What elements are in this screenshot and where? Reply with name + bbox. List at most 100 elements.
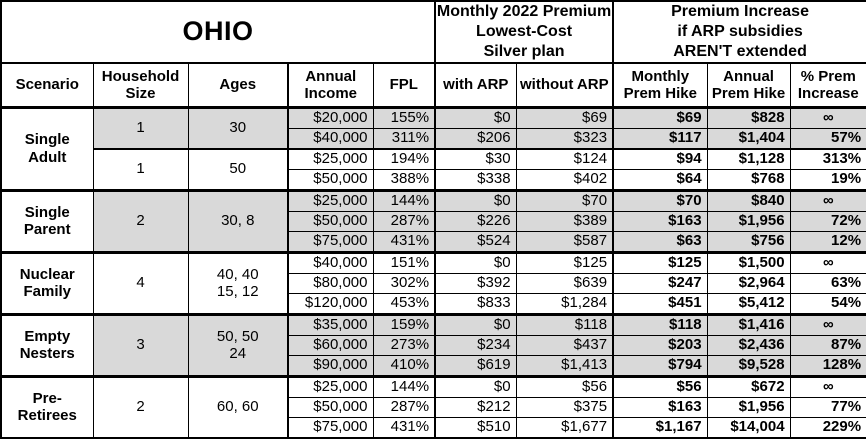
table-row: $75,000 431% $510 $1,677 $1,167 $14,004 229% — [1, 416, 866, 438]
pct-prem-increase-cell: 313% — [789, 147, 866, 170]
without-arp-cell: $70 — [515, 188, 614, 212]
table-row: $90,000 410% $619 $1,413 $794 $9,528 128% — [1, 354, 866, 377]
col-header-pct-prem-increase: % Prem Increase — [789, 62, 866, 108]
region-title: OHIO — [0, 0, 436, 64]
annual-income-cell: $20,000 — [287, 105, 374, 129]
annual-prem-hike-cell: $1,956 — [706, 210, 791, 232]
fpl-cell: 431% — [372, 416, 436, 438]
fpl-cell: 273% — [372, 334, 436, 356]
col-header-scenario: Scenario — [0, 62, 94, 108]
without-arp-cell: $69 — [515, 105, 614, 129]
ages-cell: 30 — [187, 105, 289, 149]
pct-prem-increase-cell: 72% — [789, 210, 866, 232]
pct-prem-increase-cell: ∞ — [789, 105, 866, 129]
without-arp-cell: $639 — [515, 272, 614, 294]
ages-cell: 40, 40 15, 12 — [187, 250, 289, 315]
pct-prem-increase-cell: 12% — [789, 230, 866, 253]
with-arp-cell: $226 — [434, 210, 517, 232]
monthly-prem-hike-cell: $1,167 — [612, 416, 708, 438]
annual-prem-hike-cell: $828 — [706, 105, 791, 129]
without-arp-cell: $375 — [515, 396, 614, 418]
fpl-cell: 155% — [372, 105, 436, 129]
table-row: $60,000 273% $234 $437 $203 $2,436 87% — [1, 334, 866, 356]
without-arp-cell: $1,677 — [515, 416, 614, 438]
fpl-cell: 287% — [372, 210, 436, 232]
with-arp-cell: $524 — [434, 230, 517, 253]
annual-income-cell: $25,000 — [287, 374, 374, 398]
col-header-without-arp: without ARP — [515, 62, 614, 108]
scenario-cell: Pre- Retirees — [0, 374, 94, 438]
annual-income-cell: $75,000 — [287, 230, 374, 253]
fpl-cell: 144% — [372, 188, 436, 212]
with-arp-cell: $0 — [434, 312, 517, 336]
without-arp-cell: $118 — [515, 312, 614, 336]
scenario-cell: Nuclear Family — [0, 250, 94, 315]
fpl-cell: 388% — [372, 168, 436, 191]
scenario-cell: Single Parent — [0, 188, 94, 253]
annual-prem-hike-cell: $1,404 — [706, 127, 791, 149]
annual-prem-hike-cell: $2,436 — [706, 334, 791, 356]
scenario-cell: Empty Nesters — [0, 312, 94, 377]
col-header-ages: Ages — [187, 62, 289, 108]
annual-prem-hike-cell: $672 — [706, 374, 791, 398]
table-row: $50,000 388% $338 $402 $64 $768 19% — [1, 168, 866, 191]
annual-prem-hike-cell: $1,128 — [706, 147, 791, 170]
annual-prem-hike-cell: $840 — [706, 188, 791, 212]
monthly-prem-hike-cell: $203 — [612, 334, 708, 356]
pct-prem-increase-cell: 128% — [789, 354, 866, 377]
annual-prem-hike-cell: $1,416 — [706, 312, 791, 336]
ages-cell: 50, 50 24 — [187, 312, 289, 377]
table-row: Single Parent 2 30, 8 $25,000 144% $0 $70 $70 $8… — [0, 188, 866, 253]
fpl-cell: 287% — [372, 396, 436, 418]
annual-income-cell: $80,000 — [287, 272, 374, 294]
pct-prem-increase-cell: 77% — [789, 396, 866, 418]
pct-prem-increase-cell: ∞ — [789, 250, 866, 274]
annual-income-cell: $40,000 — [287, 127, 374, 149]
monthly-prem-hike-cell: $64 — [612, 168, 708, 191]
with-arp-cell: $619 — [434, 354, 517, 377]
pct-prem-increase-cell: 19% — [789, 168, 866, 191]
with-arp-cell: $833 — [434, 292, 517, 315]
with-arp-cell: $338 — [434, 168, 517, 191]
header-row-columns: Scenario Household Size Ages Annual Inco… — [0, 62, 866, 108]
col-header-monthly-prem-hike: Monthly Prem Hike — [612, 62, 708, 108]
fpl-cell: 311% — [372, 127, 436, 149]
table-row: $80,000 302% $392 $639 $247 $2,964 63% — [1, 272, 866, 294]
annual-income-cell: $25,000 — [287, 147, 374, 170]
pct-prem-increase-cell: 54% — [789, 292, 866, 315]
annual-income-cell: $35,000 — [287, 312, 374, 336]
monthly-prem-hike-cell: $94 — [612, 147, 708, 170]
without-arp-cell: $323 — [515, 127, 614, 149]
household-size-cell: 2 — [92, 374, 189, 438]
with-arp-cell: $206 — [434, 127, 517, 149]
ages-cell: 30, 8 — [187, 188, 289, 253]
col-header-household-size: Household Size — [92, 62, 189, 108]
pct-prem-increase-cell: ∞ — [789, 188, 866, 212]
col-header-annual-income: Annual Income — [287, 62, 374, 108]
annual-income-cell: $50,000 — [287, 396, 374, 418]
pct-prem-increase-cell: 87% — [789, 334, 866, 356]
with-arp-cell: $234 — [434, 334, 517, 356]
without-arp-cell: $389 — [515, 210, 614, 232]
header-row-groups: OHIO Monthly 2022 Premium Lowest-Cost Si… — [0, 0, 866, 64]
annual-income-cell: $40,000 — [287, 250, 374, 274]
fpl-cell: 431% — [372, 230, 436, 253]
pct-prem-increase-cell: 229% — [789, 416, 866, 438]
without-arp-cell: $437 — [515, 334, 614, 356]
with-arp-cell: $30 — [434, 147, 517, 170]
col-header-fpl: FPL — [372, 62, 436, 108]
household-size-cell: 1 — [92, 105, 189, 149]
pct-prem-increase-cell: 63% — [789, 272, 866, 294]
without-arp-cell: $125 — [515, 250, 614, 274]
annual-income-cell: $120,000 — [287, 292, 374, 315]
household-size-cell: 2 — [92, 188, 189, 253]
without-arp-cell: $1,284 — [515, 292, 614, 315]
ages-cell: 50 — [187, 147, 289, 191]
monthly-prem-hike-cell: $118 — [612, 312, 708, 336]
with-arp-cell: $392 — [434, 272, 517, 294]
col-header-with-arp: with ARP — [434, 62, 517, 108]
with-arp-cell: $0 — [434, 374, 517, 398]
table-row: $50,000 287% $212 $375 $163 $1,956 77% — [1, 396, 866, 418]
